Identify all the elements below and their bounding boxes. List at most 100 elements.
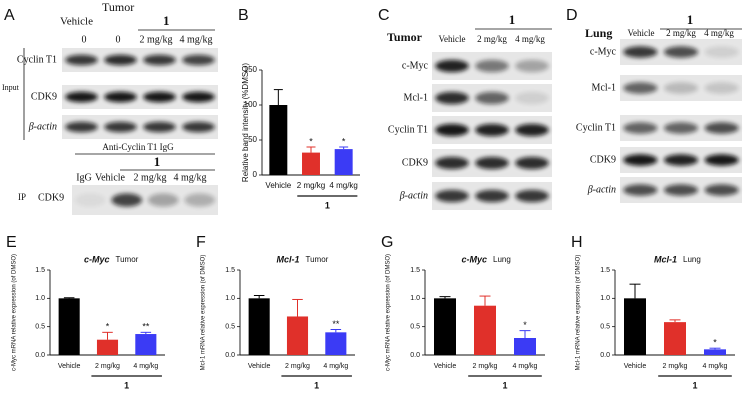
blot-band (104, 54, 137, 66)
y-axis-label: Mcl-1 mRNA relative expression (of DMSO) (201, 255, 207, 371)
lane-label: 0 (82, 34, 87, 45)
section-label: IP (18, 192, 26, 202)
lane-label: 4 mg/kg (704, 28, 734, 38)
x-tick-label: 4 mg/kg (513, 363, 538, 370)
row-label: CDK9 (402, 157, 428, 168)
ip-antibody: Anti-Cyclin T1 IgG (102, 142, 174, 152)
significance: * (713, 338, 717, 348)
y-tick-label: 1.5 (410, 267, 420, 274)
bar (434, 298, 456, 355)
row-label: c-Myc (590, 46, 617, 57)
x-tick-label: 2 mg/kg (663, 363, 688, 370)
bar (325, 332, 347, 355)
lane-label: 4 mg/kg (179, 34, 212, 45)
y-tick-label: 0.5 (35, 324, 45, 331)
chart-subtitle: Lung (683, 255, 701, 264)
blot-band (143, 54, 176, 66)
chart-title: Mcl-1 (654, 254, 677, 264)
y-tick-label: 1.0 (225, 295, 235, 302)
y-tick-label: 0.0 (600, 352, 610, 359)
blot-band (104, 121, 137, 133)
chart-title: Mcl-1 (276, 254, 299, 264)
blot-band (623, 122, 658, 134)
x-tick-label: 2 mg/kg (297, 181, 325, 190)
panel-letter: C (378, 7, 390, 24)
y-tick-label: 1.5 (225, 267, 235, 274)
bar (135, 334, 157, 355)
blot-band (65, 121, 98, 133)
y-tick-label: 0.5 (410, 324, 420, 331)
y-tick-label: 0.5 (225, 324, 235, 331)
bar (269, 105, 288, 175)
blot-band (663, 82, 699, 94)
blot-band (435, 123, 469, 137)
y-tick-label: 100 (244, 100, 258, 109)
blot-band (435, 59, 469, 73)
blot-band (184, 193, 216, 207)
blot-band (104, 91, 137, 103)
y-tick-label: 1.0 (600, 295, 610, 302)
blot-band (65, 91, 98, 103)
panel-letter: H (571, 234, 583, 251)
chart-subtitle: Lung (493, 255, 511, 264)
blot-band (515, 123, 549, 137)
x-tick-label: 4 mg/kg (329, 181, 357, 190)
row-label: CDK9 (38, 192, 64, 203)
blot-band (704, 122, 739, 134)
bar (514, 338, 536, 355)
lane-label: 2 mg/kg (666, 28, 696, 38)
y-tick-label: 1.5 (35, 267, 45, 274)
panel-letter: F (196, 234, 206, 251)
y-tick-label: 0.0 (225, 352, 235, 359)
lane-label: Vehicle (628, 28, 655, 38)
row-label: β-actin (399, 190, 428, 201)
row-label: β-actin (28, 121, 57, 132)
panel-letter: A (4, 7, 15, 24)
x-tick-label: 2 mg/kg (285, 363, 310, 370)
panel-letter: B (238, 7, 249, 24)
blot-band (435, 189, 469, 203)
row-label: c-Myc (402, 60, 429, 71)
x-tick-label: 4 mg/kg (133, 363, 158, 370)
bar (58, 298, 80, 355)
blot-band (74, 193, 106, 207)
blot-band (704, 46, 739, 58)
panel-letter: D (566, 7, 578, 24)
row-label: Mcl-1 (404, 92, 428, 103)
lane-label: 2 mg/kg (139, 34, 172, 45)
significance: ** (332, 319, 340, 329)
x-tick-label: Vehicle (434, 363, 457, 370)
blot-band (435, 91, 469, 105)
lane-label: Vehicle (95, 172, 126, 183)
x-tick-label: Vehicle (265, 181, 291, 190)
row-label: Cyclin T1 (388, 124, 428, 135)
blot-band (475, 156, 509, 170)
group-label: 1 (154, 154, 161, 169)
blot-band (515, 189, 549, 203)
lane-label: Vehicle (439, 34, 466, 44)
lane-label: 4 mg/kg (515, 34, 545, 44)
group-label: 1 (509, 12, 516, 27)
significance: * (523, 320, 527, 330)
lane-label: IgG (76, 172, 92, 183)
significance: * (342, 136, 346, 146)
blot-title: Tumor (387, 30, 423, 44)
x-tick-label: Vehicle (58, 363, 81, 370)
blot-title: Tumor (102, 0, 134, 14)
blot-band (182, 121, 215, 133)
row-label: Mcl-1 (592, 82, 616, 93)
lane-label: 2 mg/kg (477, 34, 507, 44)
x-tick-label: 2 mg/kg (473, 363, 498, 370)
row-label: CDK9 (590, 154, 616, 165)
y-tick-label: 1.0 (410, 295, 420, 302)
row-label: β-actin (587, 184, 616, 195)
blot-band (475, 59, 509, 73)
y-axis-label: c-Myc mRNA relative expression (of DMSO) (386, 254, 392, 371)
bar (624, 298, 646, 355)
blot-band (475, 123, 509, 137)
panel-letter: G (381, 234, 393, 251)
x-tick-label: 2 mg/kg (95, 363, 120, 370)
blot-band (663, 46, 699, 58)
group-label: 1 (325, 200, 330, 210)
blot-band (663, 184, 699, 196)
